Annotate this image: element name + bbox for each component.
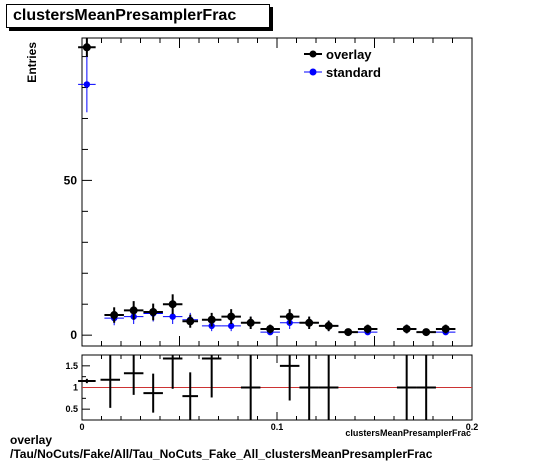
y-axis-label: Entries: [25, 42, 39, 83]
main-plot-series: [78, 38, 456, 337]
legend-label-overlay: overlay: [326, 47, 372, 62]
ratio-y-tick-label: 1.5: [65, 361, 78, 371]
overlay-point: [344, 328, 353, 337]
overlay-point: [422, 328, 431, 337]
overlay-point: [82, 43, 91, 52]
ratio-y-tick-label: 0.5: [65, 404, 78, 414]
overlay-point: [285, 312, 294, 321]
overlay-point: [363, 324, 372, 333]
overlay-point: [207, 315, 216, 324]
ratio-x-tick-label: 0.1: [271, 422, 284, 432]
legend: overlay standard: [304, 47, 381, 80]
series-standard: [78, 56, 456, 336]
overlay-point: [266, 324, 275, 333]
ratio-x-tick-label: 0.2: [466, 422, 479, 432]
y-tick-label: 0: [70, 328, 77, 342]
x-axis-label: clustersMeanPresamplerFrac: [345, 428, 471, 438]
ratio-x-tick-label: 0: [79, 422, 84, 432]
overlay-point: [402, 324, 411, 333]
footer-path: /Tau/NoCuts/Fake/All/Tau_NoCuts_Fake_All…: [10, 447, 433, 461]
overlay-point: [246, 318, 255, 327]
series-overlay: [78, 38, 456, 337]
ratio-y-tick-label: 1: [73, 383, 78, 393]
overlay-point: [110, 311, 119, 320]
chart-title: clustersMeanPresamplerFrac: [13, 7, 237, 24]
overlay-point: [441, 324, 450, 333]
chart-title-box: clustersMeanPresamplerFrac: [6, 4, 270, 28]
standard-point: [227, 322, 235, 330]
standard-point: [169, 313, 176, 320]
footer-line-1: overlay: [10, 433, 53, 447]
ratio-plot-series: [78, 355, 472, 420]
overlay-point: [227, 312, 236, 321]
y-tick-label: 50: [64, 173, 78, 187]
main-plot-frame: [81, 37, 473, 347]
legend-marker-overlay: [309, 50, 317, 58]
overlay-point: [129, 306, 138, 315]
overlay-point: [305, 318, 314, 327]
overlay-point: [324, 321, 333, 330]
overlay-point: [168, 300, 177, 309]
overlay-point: [186, 317, 195, 326]
legend-label-standard: standard: [326, 65, 381, 80]
overlay-point: [149, 307, 158, 316]
legend-marker-standard: [309, 68, 317, 76]
main-plot-axes: 0 50: [64, 38, 473, 346]
footer: overlay /Tau/NoCuts/Fake/All/Tau_NoCuts_…: [10, 433, 432, 461]
main-plot-border: [81, 37, 473, 347]
standard-point: [83, 81, 91, 88]
